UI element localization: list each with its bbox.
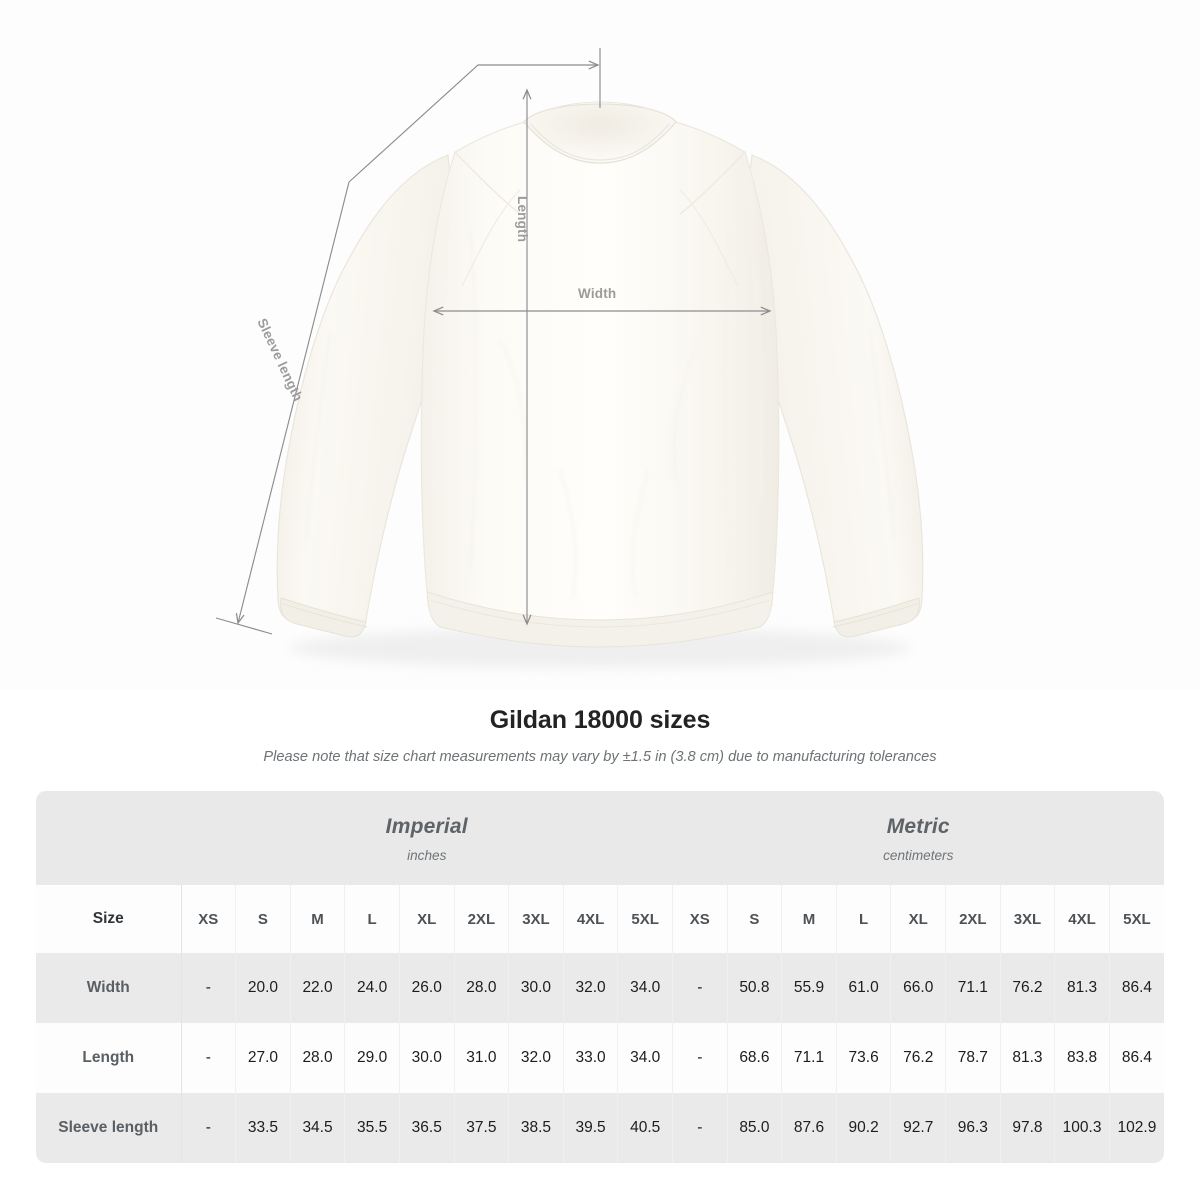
size-column-header: XL [890, 885, 947, 953]
measurement-cell: 33.5 [235, 1093, 291, 1163]
size-column-header: 3XL [1000, 885, 1056, 953]
size-column-header: 2XL [454, 885, 510, 953]
unit-system-name: Imperial [385, 815, 468, 838]
size-column-header: 4XL [1054, 885, 1110, 953]
measurement-cell: 81.3 [1000, 1023, 1056, 1093]
size-column-header: L [836, 885, 892, 953]
measurement-cell: 33.0 [563, 1023, 619, 1093]
measurement-cell: 31.0 [454, 1023, 510, 1093]
measurement-cell: 71.1 [781, 1023, 837, 1093]
measurement-cell: - [181, 1023, 237, 1093]
measurement-cell: 35.5 [344, 1093, 400, 1163]
measurement-cell: 76.2 [1000, 953, 1056, 1023]
unit-system-cell: Imperial inches [181, 791, 673, 885]
measurement-cell: 90.2 [836, 1093, 892, 1163]
measurement-cell: 32.0 [508, 1023, 564, 1093]
size-column-header: 5XL [1109, 885, 1164, 953]
measurement-cell: 36.5 [399, 1093, 455, 1163]
measurement-row-label: Width [36, 953, 182, 1023]
measurement-cell: 27.0 [235, 1023, 291, 1093]
unit-system-name: Metric [886, 815, 950, 838]
measurement-cell: 81.3 [1054, 953, 1110, 1023]
measurement-cell: 34.0 [617, 1023, 673, 1093]
measurement-cell: 92.7 [890, 1093, 947, 1163]
size-column-header: S [727, 885, 783, 953]
measurement-cell: 97.8 [1000, 1093, 1056, 1163]
measurement-cell: 55.9 [781, 953, 837, 1023]
measurement-cell: 73.6 [836, 1023, 892, 1093]
measurement-row-label: Sleeve length [36, 1093, 182, 1163]
measurement-cell: 100.3 [1054, 1093, 1110, 1163]
length-dimension-label: Length [515, 196, 530, 243]
measurement-cell: 24.0 [344, 953, 400, 1023]
measurement-cell: 22.0 [290, 953, 346, 1023]
measurement-cell: 78.7 [945, 1023, 1001, 1093]
measurement-cell: 87.6 [781, 1093, 837, 1163]
measurement-cell: 26.0 [399, 953, 455, 1023]
measurement-cell: - [181, 1093, 237, 1163]
measurement-cell: 83.8 [1054, 1023, 1110, 1093]
measurement-cell: - [181, 953, 237, 1023]
table-row: Sleeve length -33.5 34.5 35.5 36.5 37.5 38.5 39… [36, 1093, 1164, 1163]
measurement-cell: 29.0 [344, 1023, 400, 1093]
measurement-cell: 28.0 [290, 1023, 346, 1093]
size-column-header: 2XL [945, 885, 1001, 953]
garment-illustration: Length Width Sleeve length [215, 48, 924, 668]
measurement-cell: 34.5 [290, 1093, 346, 1163]
measurement-cell: 34.0 [617, 953, 673, 1023]
measurement-cell: - [671, 1023, 728, 1093]
size-column-header: 5XL [617, 885, 673, 953]
measurement-cell: 86.4 [1109, 1023, 1164, 1093]
measurement-cell: 68.6 [727, 1023, 783, 1093]
measurement-cell: 66.0 [890, 953, 947, 1023]
measurement-cell: 86.4 [1109, 953, 1164, 1023]
table-row: Width -20.0 22.0 24.0 26.0 28.0 30.0 32.0 34.0-5… [36, 953, 1164, 1023]
size-column-header: M [290, 885, 346, 953]
page-title: Gildan 18000 sizes [489, 706, 711, 734]
measurement-cell: 76.2 [890, 1023, 947, 1093]
size-column-header: S [235, 885, 291, 953]
size-column-header: L [344, 885, 400, 953]
measurement-cell: 30.0 [508, 953, 564, 1023]
measurement-row-label: Length [36, 1023, 182, 1093]
size-column-header: XL [399, 885, 455, 953]
unit-system-subtitle: centimeters [883, 848, 954, 863]
unit-system-cell: Metric centimeters [672, 791, 1164, 885]
measurement-cell: 96.3 [945, 1093, 1001, 1163]
size-header-label: Size [36, 885, 182, 953]
table-row: Length -27.0 28.0 29.0 30.0 31.0 32.0 33.0 34.0-… [36, 1023, 1164, 1093]
measurement-cell: 30.0 [399, 1023, 455, 1093]
sweatshirt-image [276, 101, 924, 668]
size-column-header: XS [181, 885, 237, 953]
measurement-cell: - [671, 953, 728, 1023]
measurement-cell: 39.5 [563, 1093, 619, 1163]
measurement-cell: - [671, 1093, 728, 1163]
size-chart-table-wrap: Imperial inches Metric centimeters Size XS S M L… [36, 791, 1164, 1163]
measurement-cell: 61.0 [836, 953, 892, 1023]
size-column-header: 4XL [563, 885, 619, 953]
measurement-cell: 85.0 [727, 1093, 783, 1163]
width-dimension-label: Width [578, 286, 617, 301]
size-chart-table: Imperial inches Metric centimeters Size XS S M L… [36, 791, 1164, 1163]
tolerance-note: Please note that size chart measurements… [263, 749, 937, 765]
measurement-cell: 38.5 [508, 1093, 564, 1163]
measurement-cell: 40.5 [617, 1093, 673, 1163]
measurement-cell: 28.0 [454, 953, 510, 1023]
measurement-cell: 102.9 [1109, 1093, 1164, 1163]
size-column-header: M [781, 885, 837, 953]
size-header-row: Size XS S M L XL 2XL 3XL 4XL 5XL XS S M L XL 2XL 3XL 4XL 5… [36, 885, 1164, 953]
size-column-header: XS [671, 885, 728, 953]
title-block: Gildan 18000 sizes Please note that size… [0, 690, 1200, 765]
unit-row-spacer [36, 791, 181, 885]
unit-system-subtitle: inches [407, 848, 447, 863]
measurement-cell: 37.5 [454, 1093, 510, 1163]
size-column-header: 3XL [508, 885, 564, 953]
measurement-guides [215, 48, 772, 635]
measurement-cell: 32.0 [563, 953, 619, 1023]
measurement-cell: 20.0 [235, 953, 291, 1023]
measurement-cell: 71.1 [945, 953, 1001, 1023]
measurement-cell: 50.8 [727, 953, 783, 1023]
unit-system-header-row: Imperial inches Metric centimeters [36, 791, 1164, 885]
